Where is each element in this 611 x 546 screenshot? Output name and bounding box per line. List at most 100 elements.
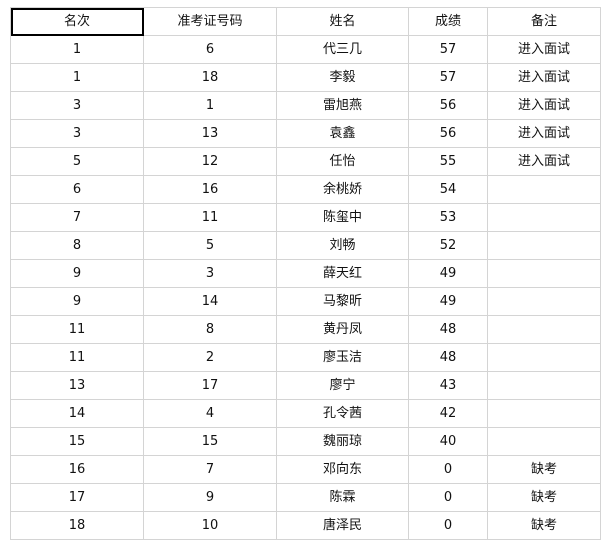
- rank-cell[interactable]: 3: [10, 119, 144, 148]
- name-cell[interactable]: 任怡: [276, 147, 409, 176]
- name-cell[interactable]: 余桃娇: [276, 175, 409, 204]
- score-cell[interactable]: 42: [408, 399, 488, 428]
- table-row: 13 17 廖宁 43: [10, 371, 601, 400]
- ticket-number-cell[interactable]: 18: [143, 63, 277, 92]
- ticket-number-cell[interactable]: 2: [143, 343, 277, 372]
- rank-cell[interactable]: 9: [10, 287, 144, 316]
- remark-cell[interactable]: [487, 343, 601, 372]
- ticket-number-cell[interactable]: 15: [143, 427, 277, 456]
- remark-cell[interactable]: 缺考: [487, 511, 601, 540]
- remark-cell[interactable]: [487, 315, 601, 344]
- header-cell-rank[interactable]: 名次: [10, 7, 144, 36]
- score-cell[interactable]: 57: [408, 35, 488, 64]
- rank-cell[interactable]: 14: [10, 399, 144, 428]
- ticket-number-cell[interactable]: 11: [143, 203, 277, 232]
- remark-cell[interactable]: [487, 175, 601, 204]
- remark-cell[interactable]: [487, 427, 601, 456]
- score-cell[interactable]: 48: [408, 343, 488, 372]
- score-cell[interactable]: 56: [408, 91, 488, 120]
- remark-cell[interactable]: [487, 287, 601, 316]
- ticket-number-cell[interactable]: 12: [143, 147, 277, 176]
- ticket-number-cell[interactable]: 9: [143, 483, 277, 512]
- rank-cell[interactable]: 7: [10, 203, 144, 232]
- ticket-number-cell[interactable]: 16: [143, 175, 277, 204]
- remark-cell[interactable]: 缺考: [487, 483, 601, 512]
- rank-cell[interactable]: 3: [10, 91, 144, 120]
- score-cell[interactable]: 57: [408, 63, 488, 92]
- ticket-number-cell[interactable]: 14: [143, 287, 277, 316]
- ticket-number-cell[interactable]: 13: [143, 119, 277, 148]
- rank-cell[interactable]: 16: [10, 455, 144, 484]
- rank-cell[interactable]: 13: [10, 371, 144, 400]
- name-cell[interactable]: 刘畅: [276, 231, 409, 260]
- ticket-number-cell[interactable]: 4: [143, 399, 277, 428]
- remark-cell[interactable]: 缺考: [487, 455, 601, 484]
- rank-cell[interactable]: 11: [10, 343, 144, 372]
- name-cell[interactable]: 袁鑫: [276, 119, 409, 148]
- rank-cell[interactable]: 17: [10, 483, 144, 512]
- ticket-number-cell[interactable]: 17: [143, 371, 277, 400]
- header-cell-score[interactable]: 成绩: [408, 7, 488, 36]
- score-cell[interactable]: 55: [408, 147, 488, 176]
- ticket-number-cell[interactable]: 6: [143, 35, 277, 64]
- score-cell[interactable]: 0: [408, 511, 488, 540]
- header-cell-remark[interactable]: 备注: [487, 7, 601, 36]
- name-cell[interactable]: 陈霖: [276, 483, 409, 512]
- score-cell[interactable]: 43: [408, 371, 488, 400]
- name-cell[interactable]: 陈玺中: [276, 203, 409, 232]
- remark-cell[interactable]: [487, 371, 601, 400]
- score-cell[interactable]: 54: [408, 175, 488, 204]
- name-cell[interactable]: 薛天红: [276, 259, 409, 288]
- score-cell[interactable]: 52: [408, 231, 488, 260]
- rank-cell[interactable]: 6: [10, 175, 144, 204]
- score-cell[interactable]: 0: [408, 483, 488, 512]
- rank-cell[interactable]: 1: [10, 35, 144, 64]
- name-cell[interactable]: 马黎昕: [276, 287, 409, 316]
- name-cell[interactable]: 唐泽民: [276, 511, 409, 540]
- remark-cell[interactable]: 进入面试: [487, 63, 601, 92]
- header-cell-ticket-number[interactable]: 准考证号码: [143, 7, 277, 36]
- ticket-number-cell[interactable]: 3: [143, 259, 277, 288]
- table-row: 14 4 孔令茜 42: [10, 399, 601, 428]
- ticket-number-cell[interactable]: 10: [143, 511, 277, 540]
- ticket-number-cell[interactable]: 8: [143, 315, 277, 344]
- rank-cell[interactable]: 15: [10, 427, 144, 456]
- ticket-number-cell[interactable]: 1: [143, 91, 277, 120]
- ticket-number-cell[interactable]: 7: [143, 455, 277, 484]
- rank-cell[interactable]: 1: [10, 63, 144, 92]
- name-cell[interactable]: 代三几: [276, 35, 409, 64]
- ticket-number-cell[interactable]: 5: [143, 231, 277, 260]
- score-cell[interactable]: 48: [408, 315, 488, 344]
- remark-cell[interactable]: 进入面试: [487, 119, 601, 148]
- remark-cell[interactable]: [487, 399, 601, 428]
- rank-cell[interactable]: 11: [10, 315, 144, 344]
- remark-cell[interactable]: 进入面试: [487, 147, 601, 176]
- name-cell[interactable]: 廖玉洁: [276, 343, 409, 372]
- name-cell[interactable]: 雷旭燕: [276, 91, 409, 120]
- remark-cell[interactable]: 进入面试: [487, 35, 601, 64]
- remark-cell[interactable]: [487, 231, 601, 260]
- table-row: 8 5 刘畅 52: [10, 231, 601, 260]
- remark-cell[interactable]: [487, 259, 601, 288]
- score-cell[interactable]: 56: [408, 119, 488, 148]
- header-cell-name[interactable]: 姓名: [276, 7, 409, 36]
- remark-cell[interactable]: [487, 203, 601, 232]
- score-cell[interactable]: 49: [408, 287, 488, 316]
- remark-cell[interactable]: 进入面试: [487, 91, 601, 120]
- name-cell[interactable]: 邓向东: [276, 455, 409, 484]
- rank-cell[interactable]: 8: [10, 231, 144, 260]
- name-cell[interactable]: 李毅: [276, 63, 409, 92]
- name-cell[interactable]: 孔令茜: [276, 399, 409, 428]
- table-body: 名次 准考证号码 姓名 成绩 备注 1 6 代三几 57 进入面试 1 18 李毅 57 进入面试…: [10, 7, 601, 540]
- rank-cell[interactable]: 9: [10, 259, 144, 288]
- score-cell[interactable]: 53: [408, 203, 488, 232]
- rank-cell[interactable]: 18: [10, 511, 144, 540]
- name-cell[interactable]: 廖宁: [276, 371, 409, 400]
- score-cell[interactable]: 40: [408, 427, 488, 456]
- score-cell[interactable]: 0: [408, 455, 488, 484]
- name-cell[interactable]: 黄丹凤: [276, 315, 409, 344]
- rank-cell[interactable]: 5: [10, 147, 144, 176]
- score-cell[interactable]: 49: [408, 259, 488, 288]
- name-cell[interactable]: 魏丽琼: [276, 427, 409, 456]
- header-row: 名次 准考证号码 姓名 成绩 备注: [10, 7, 601, 36]
